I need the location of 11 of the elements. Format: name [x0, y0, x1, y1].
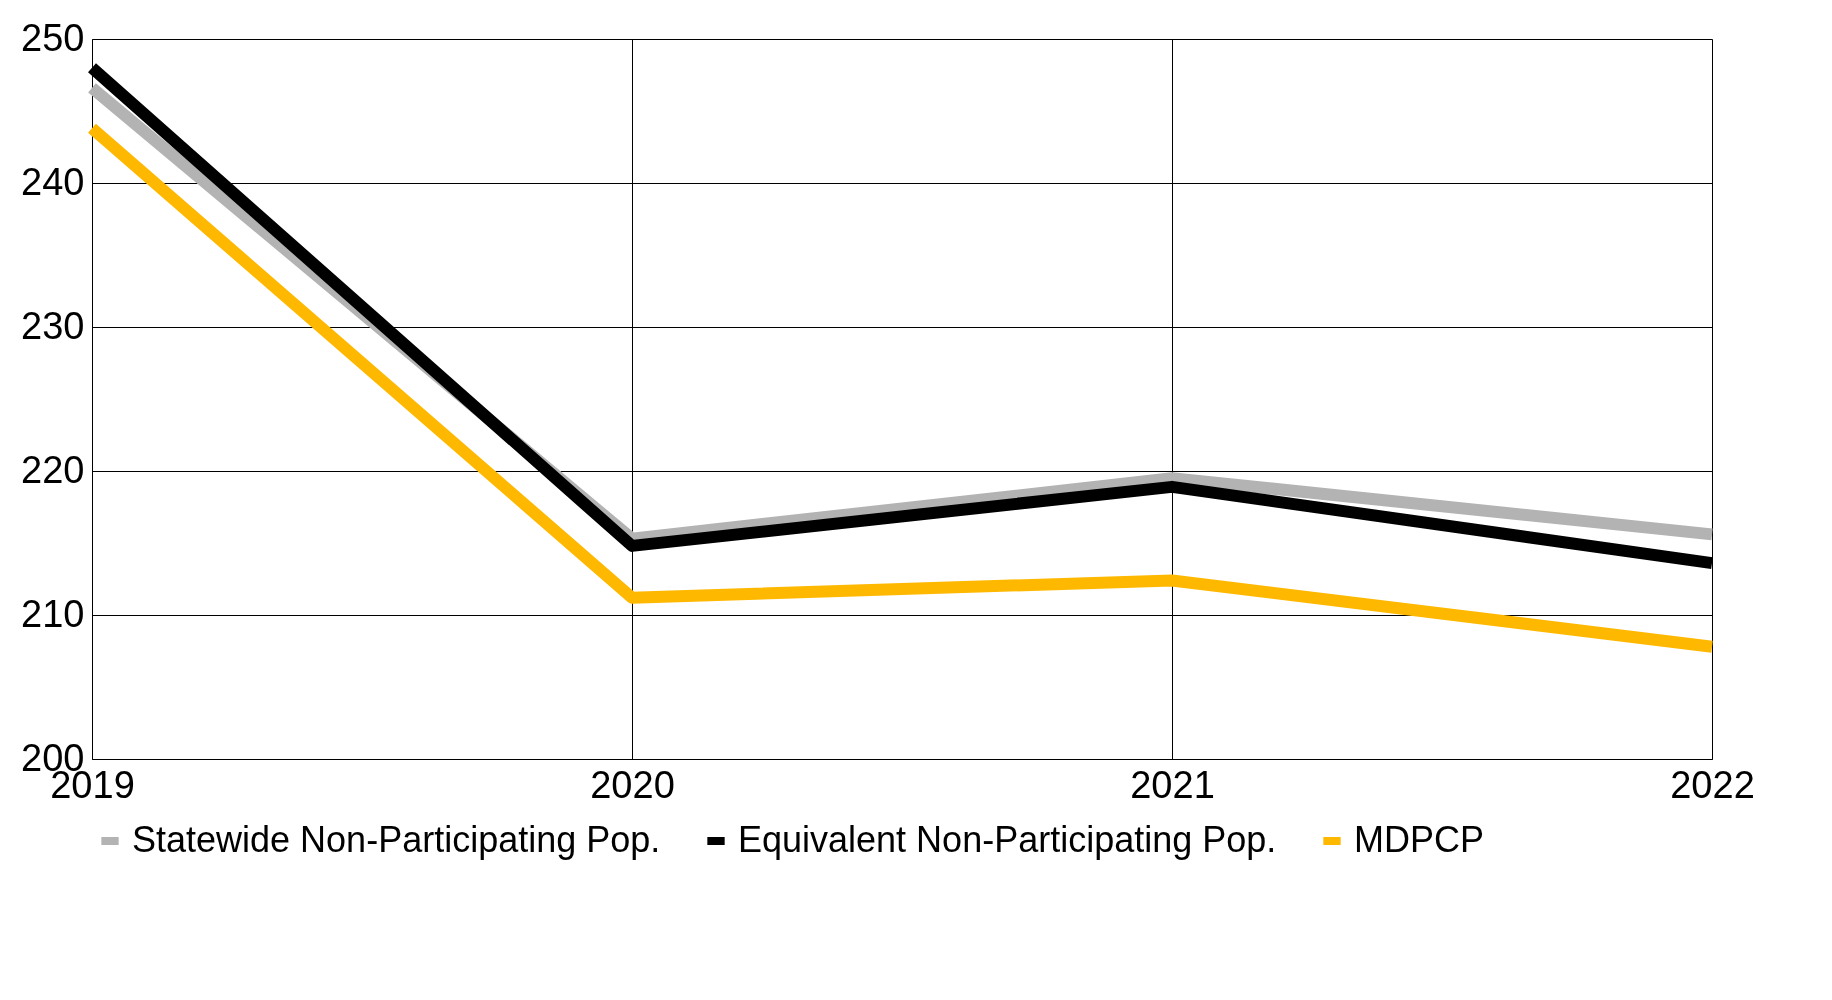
legend-label: MDPCP [1354, 819, 1485, 860]
y-tick-label: 230 [21, 304, 85, 347]
x-tick-label: 2021 [1130, 763, 1215, 806]
legend-label: Statewide Non-Participating Pop. [132, 819, 661, 860]
y-tick-label: 220 [21, 448, 85, 491]
legend-label: Equivalent Non-Participating Pop. [738, 819, 1277, 860]
y-tick-label: 250 [21, 16, 85, 59]
x-tick-label: 2020 [590, 763, 675, 806]
x-tick-label: 2022 [1670, 763, 1755, 806]
y-tick-label: 240 [21, 160, 85, 203]
y-tick-label: 210 [21, 592, 85, 635]
